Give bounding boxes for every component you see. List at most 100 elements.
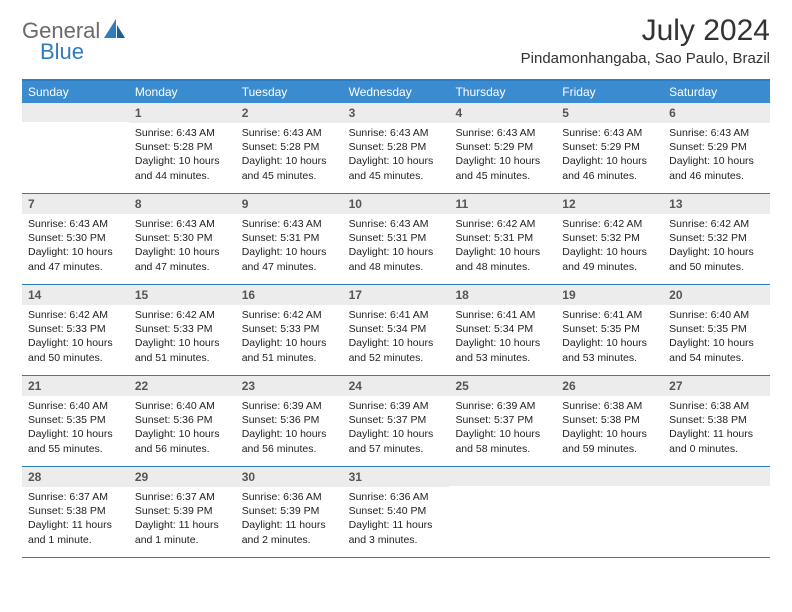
sunset-text: Sunset: 5:31 PM bbox=[349, 231, 444, 245]
day-details: Sunrise: 6:42 AMSunset: 5:31 PMDaylight:… bbox=[449, 214, 556, 280]
day-details: Sunrise: 6:39 AMSunset: 5:37 PMDaylight:… bbox=[449, 396, 556, 462]
daylight-text: Daylight: 10 hours and 58 minutes. bbox=[455, 427, 550, 455]
day-number: 1 bbox=[129, 103, 236, 123]
sunrise-text: Sunrise: 6:39 AM bbox=[349, 399, 444, 413]
daylight-text: Daylight: 10 hours and 52 minutes. bbox=[349, 336, 444, 364]
week-row: 1Sunrise: 6:43 AMSunset: 5:28 PMDaylight… bbox=[22, 103, 770, 194]
weekday-header-row: Sunday Monday Tuesday Wednesday Thursday… bbox=[22, 81, 770, 103]
daylight-text: Daylight: 10 hours and 56 minutes. bbox=[242, 427, 337, 455]
daylight-text: Daylight: 10 hours and 45 minutes. bbox=[349, 154, 444, 182]
day-details: Sunrise: 6:36 AMSunset: 5:39 PMDaylight:… bbox=[236, 487, 343, 553]
day-cell: 23Sunrise: 6:39 AMSunset: 5:36 PMDayligh… bbox=[236, 376, 343, 466]
day-number: 21 bbox=[22, 376, 129, 396]
day-number: 10 bbox=[343, 194, 450, 214]
sunrise-text: Sunrise: 6:36 AM bbox=[242, 490, 337, 504]
day-number: 23 bbox=[236, 376, 343, 396]
day-number bbox=[663, 467, 770, 486]
day-details: Sunrise: 6:41 AMSunset: 5:35 PMDaylight:… bbox=[556, 305, 663, 371]
daylight-text: Daylight: 10 hours and 55 minutes. bbox=[28, 427, 123, 455]
sunset-text: Sunset: 5:34 PM bbox=[455, 322, 550, 336]
day-cell: 1Sunrise: 6:43 AMSunset: 5:28 PMDaylight… bbox=[129, 103, 236, 193]
sunrise-text: Sunrise: 6:43 AM bbox=[669, 126, 764, 140]
day-number: 2 bbox=[236, 103, 343, 123]
day-cell: 10Sunrise: 6:43 AMSunset: 5:31 PMDayligh… bbox=[343, 194, 450, 284]
day-number: 17 bbox=[343, 285, 450, 305]
day-cell: 30Sunrise: 6:36 AMSunset: 5:39 PMDayligh… bbox=[236, 467, 343, 557]
day-number: 14 bbox=[22, 285, 129, 305]
sunset-text: Sunset: 5:35 PM bbox=[669, 322, 764, 336]
daylight-text: Daylight: 11 hours and 3 minutes. bbox=[349, 518, 444, 546]
day-number bbox=[449, 467, 556, 486]
day-details: Sunrise: 6:38 AMSunset: 5:38 PMDaylight:… bbox=[556, 396, 663, 462]
sunrise-text: Sunrise: 6:42 AM bbox=[28, 308, 123, 322]
sunset-text: Sunset: 5:35 PM bbox=[28, 413, 123, 427]
sunset-text: Sunset: 5:38 PM bbox=[669, 413, 764, 427]
day-details: Sunrise: 6:37 AMSunset: 5:38 PMDaylight:… bbox=[22, 487, 129, 553]
sunrise-text: Sunrise: 6:42 AM bbox=[455, 217, 550, 231]
day-number: 27 bbox=[663, 376, 770, 396]
sunset-text: Sunset: 5:34 PM bbox=[349, 322, 444, 336]
day-details: Sunrise: 6:40 AMSunset: 5:35 PMDaylight:… bbox=[663, 305, 770, 371]
day-cell: 5Sunrise: 6:43 AMSunset: 5:29 PMDaylight… bbox=[556, 103, 663, 193]
day-details: Sunrise: 6:43 AMSunset: 5:28 PMDaylight:… bbox=[129, 123, 236, 189]
daylight-text: Daylight: 11 hours and 1 minute. bbox=[135, 518, 230, 546]
daylight-text: Daylight: 11 hours and 0 minutes. bbox=[669, 427, 764, 455]
day-cell: 31Sunrise: 6:36 AMSunset: 5:40 PMDayligh… bbox=[343, 467, 450, 557]
day-number: 26 bbox=[556, 376, 663, 396]
daylight-text: Daylight: 10 hours and 49 minutes. bbox=[562, 245, 657, 273]
sunrise-text: Sunrise: 6:38 AM bbox=[669, 399, 764, 413]
day-details: Sunrise: 6:43 AMSunset: 5:31 PMDaylight:… bbox=[343, 214, 450, 280]
day-details: Sunrise: 6:40 AMSunset: 5:35 PMDaylight:… bbox=[22, 396, 129, 462]
day-cell: 20Sunrise: 6:40 AMSunset: 5:35 PMDayligh… bbox=[663, 285, 770, 375]
day-cell: 22Sunrise: 6:40 AMSunset: 5:36 PMDayligh… bbox=[129, 376, 236, 466]
day-cell: 24Sunrise: 6:39 AMSunset: 5:37 PMDayligh… bbox=[343, 376, 450, 466]
day-details: Sunrise: 6:43 AMSunset: 5:31 PMDaylight:… bbox=[236, 214, 343, 280]
day-cell: 19Sunrise: 6:41 AMSunset: 5:35 PMDayligh… bbox=[556, 285, 663, 375]
day-number: 11 bbox=[449, 194, 556, 214]
sunset-text: Sunset: 5:33 PM bbox=[135, 322, 230, 336]
sunrise-text: Sunrise: 6:41 AM bbox=[562, 308, 657, 322]
day-cell: 2Sunrise: 6:43 AMSunset: 5:28 PMDaylight… bbox=[236, 103, 343, 193]
sunset-text: Sunset: 5:40 PM bbox=[349, 504, 444, 518]
day-cell: 7Sunrise: 6:43 AMSunset: 5:30 PMDaylight… bbox=[22, 194, 129, 284]
daylight-text: Daylight: 10 hours and 51 minutes. bbox=[135, 336, 230, 364]
sunset-text: Sunset: 5:32 PM bbox=[562, 231, 657, 245]
day-cell: 26Sunrise: 6:38 AMSunset: 5:38 PMDayligh… bbox=[556, 376, 663, 466]
day-number: 16 bbox=[236, 285, 343, 305]
daylight-text: Daylight: 10 hours and 47 minutes. bbox=[28, 245, 123, 273]
day-number: 12 bbox=[556, 194, 663, 214]
day-cell bbox=[22, 103, 129, 193]
day-cell: 27 Sunrise: 6:38 AMSunset: 5:38 PMDayligh… bbox=[663, 376, 770, 466]
sunrise-text: Sunrise: 6:43 AM bbox=[28, 217, 123, 231]
calendar-page: General July 2024 Pindamonhangaba, Sao P… bbox=[0, 0, 792, 568]
day-number: 28 bbox=[22, 467, 129, 487]
sunrise-text: Sunrise: 6:40 AM bbox=[135, 399, 230, 413]
day-number: 24 bbox=[343, 376, 450, 396]
sunrise-text: Sunrise: 6:36 AM bbox=[349, 490, 444, 504]
day-details: Sunrise: 6:41 AMSunset: 5:34 PMDaylight:… bbox=[449, 305, 556, 371]
daylight-text: Daylight: 10 hours and 57 minutes. bbox=[349, 427, 444, 455]
week-row: 14Sunrise: 6:42 AMSunset: 5:33 PMDayligh… bbox=[22, 285, 770, 376]
day-details bbox=[22, 122, 129, 182]
weekday-header: Wednesday bbox=[343, 81, 450, 103]
daylight-text: Daylight: 10 hours and 47 minutes. bbox=[135, 245, 230, 273]
day-details: Sunrise: 6:40 AMSunset: 5:36 PMDaylight:… bbox=[129, 396, 236, 462]
sunset-text: Sunset: 5:32 PM bbox=[669, 231, 764, 245]
day-details: Sunrise: 6:37 AMSunset: 5:39 PMDaylight:… bbox=[129, 487, 236, 553]
daylight-text: Daylight: 10 hours and 59 minutes. bbox=[562, 427, 657, 455]
day-details: Sunrise: 6:43 AMSunset: 5:28 PMDaylight:… bbox=[236, 123, 343, 189]
day-details bbox=[556, 486, 663, 546]
day-cell: 4Sunrise: 6:43 AMSunset: 5:29 PMDaylight… bbox=[449, 103, 556, 193]
sunrise-text: Sunrise: 6:38 AM bbox=[562, 399, 657, 413]
sunrise-text: Sunrise: 6:39 AM bbox=[242, 399, 337, 413]
sunrise-text: Sunrise: 6:42 AM bbox=[135, 308, 230, 322]
sunset-text: Sunset: 5:39 PM bbox=[242, 504, 337, 518]
sunset-text: Sunset: 5:33 PM bbox=[242, 322, 337, 336]
day-details: Sunrise: 6:41 AMSunset: 5:34 PMDaylight:… bbox=[343, 305, 450, 371]
day-details: Sunrise: 6:43 AMSunset: 5:28 PMDaylight:… bbox=[343, 123, 450, 189]
day-cell: 18Sunrise: 6:41 AMSunset: 5:34 PMDayligh… bbox=[449, 285, 556, 375]
sunset-text: Sunset: 5:30 PM bbox=[28, 231, 123, 245]
day-cell: 12Sunrise: 6:42 AMSunset: 5:32 PMDayligh… bbox=[556, 194, 663, 284]
day-details: Sunrise: 6:42 AMSunset: 5:32 PMDaylight:… bbox=[663, 214, 770, 280]
week-row: 21Sunrise: 6:40 AMSunset: 5:35 PMDayligh… bbox=[22, 376, 770, 467]
